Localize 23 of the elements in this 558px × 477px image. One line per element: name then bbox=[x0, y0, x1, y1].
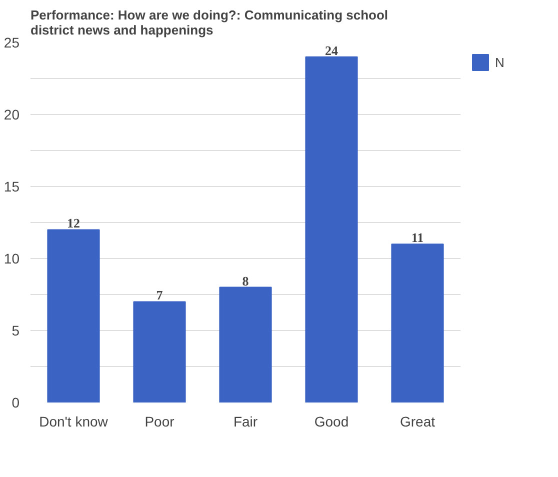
y-tick-label: 25 bbox=[4, 34, 20, 50]
y-tick-label: 20 bbox=[4, 106, 20, 122]
y-tick-label: 0 bbox=[12, 394, 20, 410]
bar bbox=[47, 229, 100, 402]
x-tick-label: Fair bbox=[233, 414, 258, 430]
legend-label: N bbox=[495, 54, 506, 70]
data-label: 11 bbox=[411, 230, 424, 246]
y-tick-label: 15 bbox=[4, 178, 20, 194]
x-tick-label: Good bbox=[314, 414, 349, 430]
data-label: 7 bbox=[156, 288, 164, 303]
y-tick-label: 5 bbox=[12, 322, 20, 338]
x-tick-label: Poor bbox=[144, 414, 175, 430]
data-label: 24 bbox=[325, 42, 338, 58]
bar bbox=[391, 244, 444, 402]
bar bbox=[305, 56, 358, 402]
x-tick-label: Don't know bbox=[39, 414, 109, 430]
y-tick-label: 10 bbox=[4, 250, 20, 266]
bar bbox=[219, 286, 272, 402]
data-label: 12 bbox=[67, 216, 80, 231]
chart-title: Performance: How are we doing?: Communicating school district news and happenings bbox=[30, 8, 388, 38]
x-tick-label: Great bbox=[400, 414, 436, 430]
bar bbox=[133, 301, 186, 402]
data-label: 8 bbox=[242, 273, 250, 288]
